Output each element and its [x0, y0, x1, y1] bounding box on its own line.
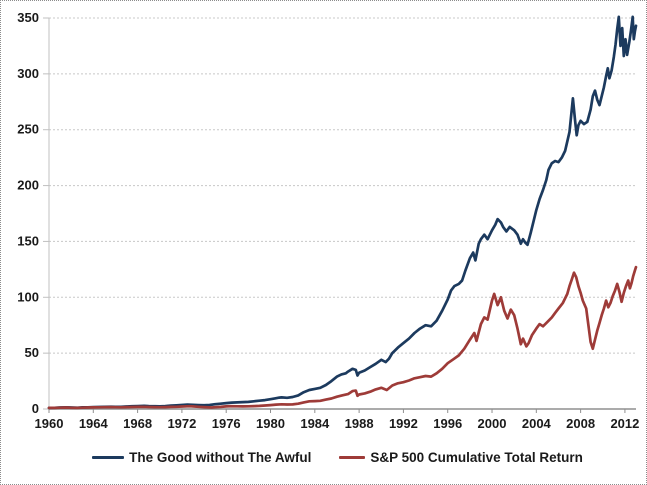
x-axis-tick-label: 1972 [167, 416, 196, 431]
x-axis-tick-label: 1988 [345, 416, 374, 431]
legend-line-swatch-good [92, 456, 125, 459]
x-axis-tick-label: 2012 [610, 416, 639, 431]
y-axis-tick-label: 0 [32, 401, 39, 416]
x-axis-tick-label: 2004 [522, 416, 552, 431]
legend-label-good: The Good without The Awful [129, 450, 312, 465]
x-axis-tick-label: 1964 [79, 416, 109, 431]
x-axis-tick-label: 2000 [478, 416, 507, 431]
series-line-good [47, 15, 638, 410]
x-axis-tick-label: 1968 [123, 416, 152, 431]
y-axis-tick-label: 50 [25, 345, 39, 360]
x-axis-tick-label: 1980 [256, 416, 285, 431]
y-axis-tick-label: 150 [17, 233, 39, 248]
y-axis-tick-label: 350 [17, 10, 39, 25]
x-axis-tick-label: 1996 [433, 416, 462, 431]
x-axis-tick-label: 1992 [389, 416, 418, 431]
legend-item-sp500: S&P 500 Cumulative Total Return [339, 450, 583, 465]
series-line-sp500 [47, 265, 638, 410]
x-axis-tick-label: 1960 [35, 416, 64, 431]
y-axis-tick-label: 200 [17, 178, 39, 193]
y-axis-tick-label: 100 [17, 289, 39, 304]
legend-label-sp500: S&P 500 Cumulative Total Return [370, 450, 583, 465]
y-axis-tick-label: 300 [17, 66, 39, 81]
x-axis-tick-label: 2008 [566, 416, 595, 431]
plot-area: 0 50 100 150 200 250 300 350 1960 1964 1968 1972 197… [17, 10, 639, 431]
legend-item-good: The Good without The Awful [92, 450, 311, 465]
x-axis-tick-label: 1984 [300, 416, 330, 431]
x-axis-tick-label: 1976 [212, 416, 241, 431]
legend: The Good without The Awful S&P 500 Cumul… [1, 450, 646, 465]
legend-line-swatch-sp500 [339, 456, 366, 459]
y-axis-tick-label: 250 [17, 122, 39, 137]
